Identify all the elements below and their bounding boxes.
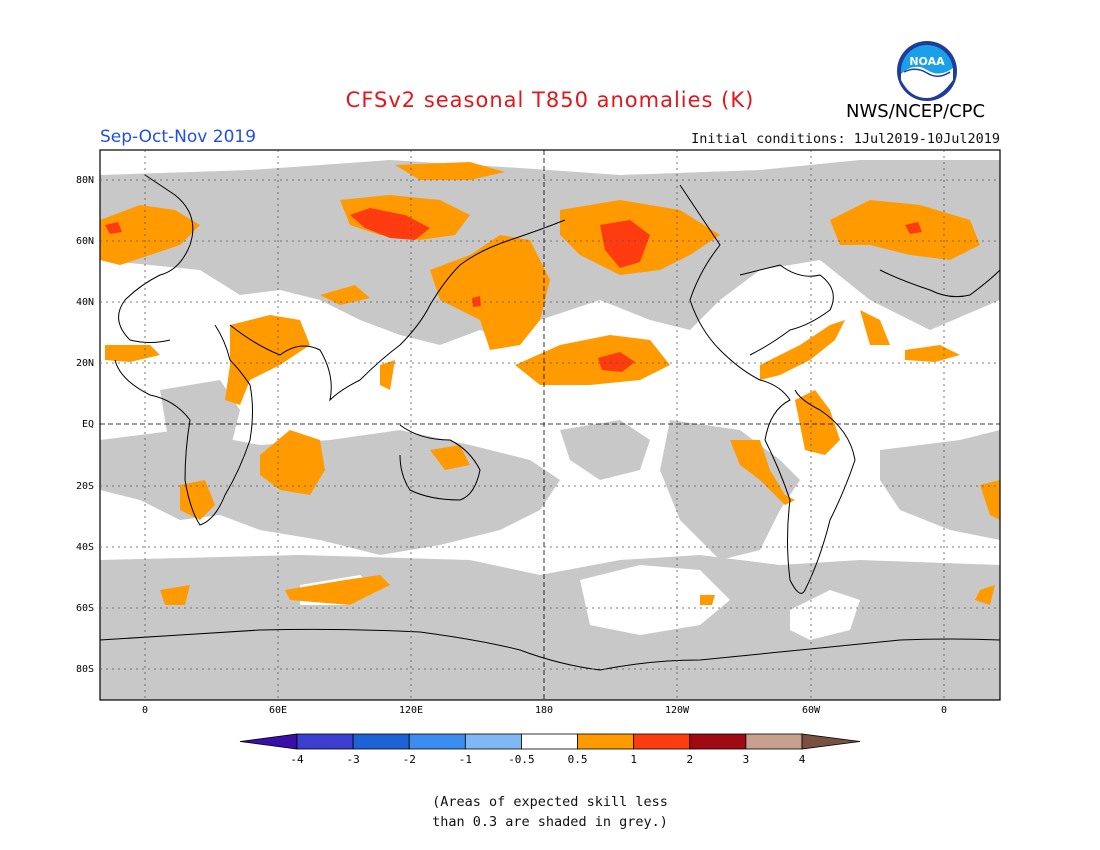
lat-label: 40S — [76, 542, 94, 553]
colorbar-box — [464, 733, 522, 750]
lat-label: 20S — [76, 481, 94, 492]
lon-label: 180 — [535, 705, 553, 716]
skill-note: (Areas of expected skill less than 0.3 a… — [0, 792, 1100, 832]
colorbar-box — [521, 733, 578, 750]
colorbar-tick-label: 2 — [686, 753, 693, 766]
noaa-logo-icon: NOAA — [897, 41, 957, 101]
coastlines — [100, 174, 1000, 671]
colorbar-box — [296, 733, 354, 750]
colorbar: -4 -3 -2 -1 -0.5 0.5 1 2 3 4 — [239, 733, 861, 766]
colorbar-box — [633, 733, 691, 750]
warm-anomaly-red-areas — [105, 208, 922, 372]
lat-label: 60N — [76, 236, 94, 247]
colorbar-box — [352, 733, 410, 750]
colorbar-tick-label: -0.5 — [508, 753, 535, 766]
skill-note-line-1: (Areas of expected skill less — [432, 794, 668, 810]
colorbar-box — [689, 733, 747, 750]
colorbar-tick-label: -1 — [459, 753, 472, 766]
latitude-labels: 80N 60N 40N 20N EQ 20S 40S 60S 80S — [76, 175, 94, 675]
colorbar-tick-label: 3 — [743, 753, 750, 766]
colorbar-box — [577, 733, 635, 750]
map-title: CFSv2 seasonal T850 anomalies (K) — [345, 88, 755, 112]
colorbar-tick-label: -2 — [403, 753, 416, 766]
lat-label: EQ — [82, 419, 94, 430]
colorbar-arrow-low — [239, 733, 298, 750]
colorbar-arrow-high — [801, 733, 861, 750]
lon-label: 0 — [142, 705, 148, 716]
shaded-fields — [100, 160, 1000, 700]
initial-conditions-label: Initial conditions: 1Jul2019-10Jul2019 — [691, 131, 1000, 147]
colorbar-tick-label: 4 — [799, 753, 806, 766]
colorbar-tick-label: -4 — [290, 753, 304, 766]
season-label: Sep-Oct-Nov 2019 — [100, 127, 257, 147]
lon-label: 0 — [941, 705, 947, 716]
skill-note-line-2: than 0.3 are shaded in grey.) — [432, 814, 668, 830]
lat-label: 40N — [76, 297, 94, 308]
lat-label: 80N — [76, 175, 94, 186]
colorbar-box — [408, 733, 466, 750]
map-frame — [99, 149, 1001, 701]
colorbar-box — [745, 733, 803, 750]
lon-label: 120W — [665, 705, 690, 716]
lon-label: 60E — [269, 705, 287, 716]
lon-label: 120E — [399, 705, 423, 716]
lat-label: 60S — [76, 603, 94, 614]
graticule — [100, 150, 1000, 700]
colorbar-tick-label: 0.5 — [568, 753, 588, 766]
lat-label: 80S — [76, 664, 94, 675]
lat-label: 20N — [76, 358, 94, 369]
agency-label: NWS/NCEP/CPC — [846, 101, 986, 122]
logo-text: NOAA — [909, 55, 945, 68]
colorbar-tick-label: -3 — [346, 753, 359, 766]
lon-label: 60W — [802, 705, 821, 716]
longitude-labels: 0 60E 120E 180 120W 60W 0 — [142, 705, 947, 716]
colorbar-tick-label: 1 — [630, 753, 637, 766]
